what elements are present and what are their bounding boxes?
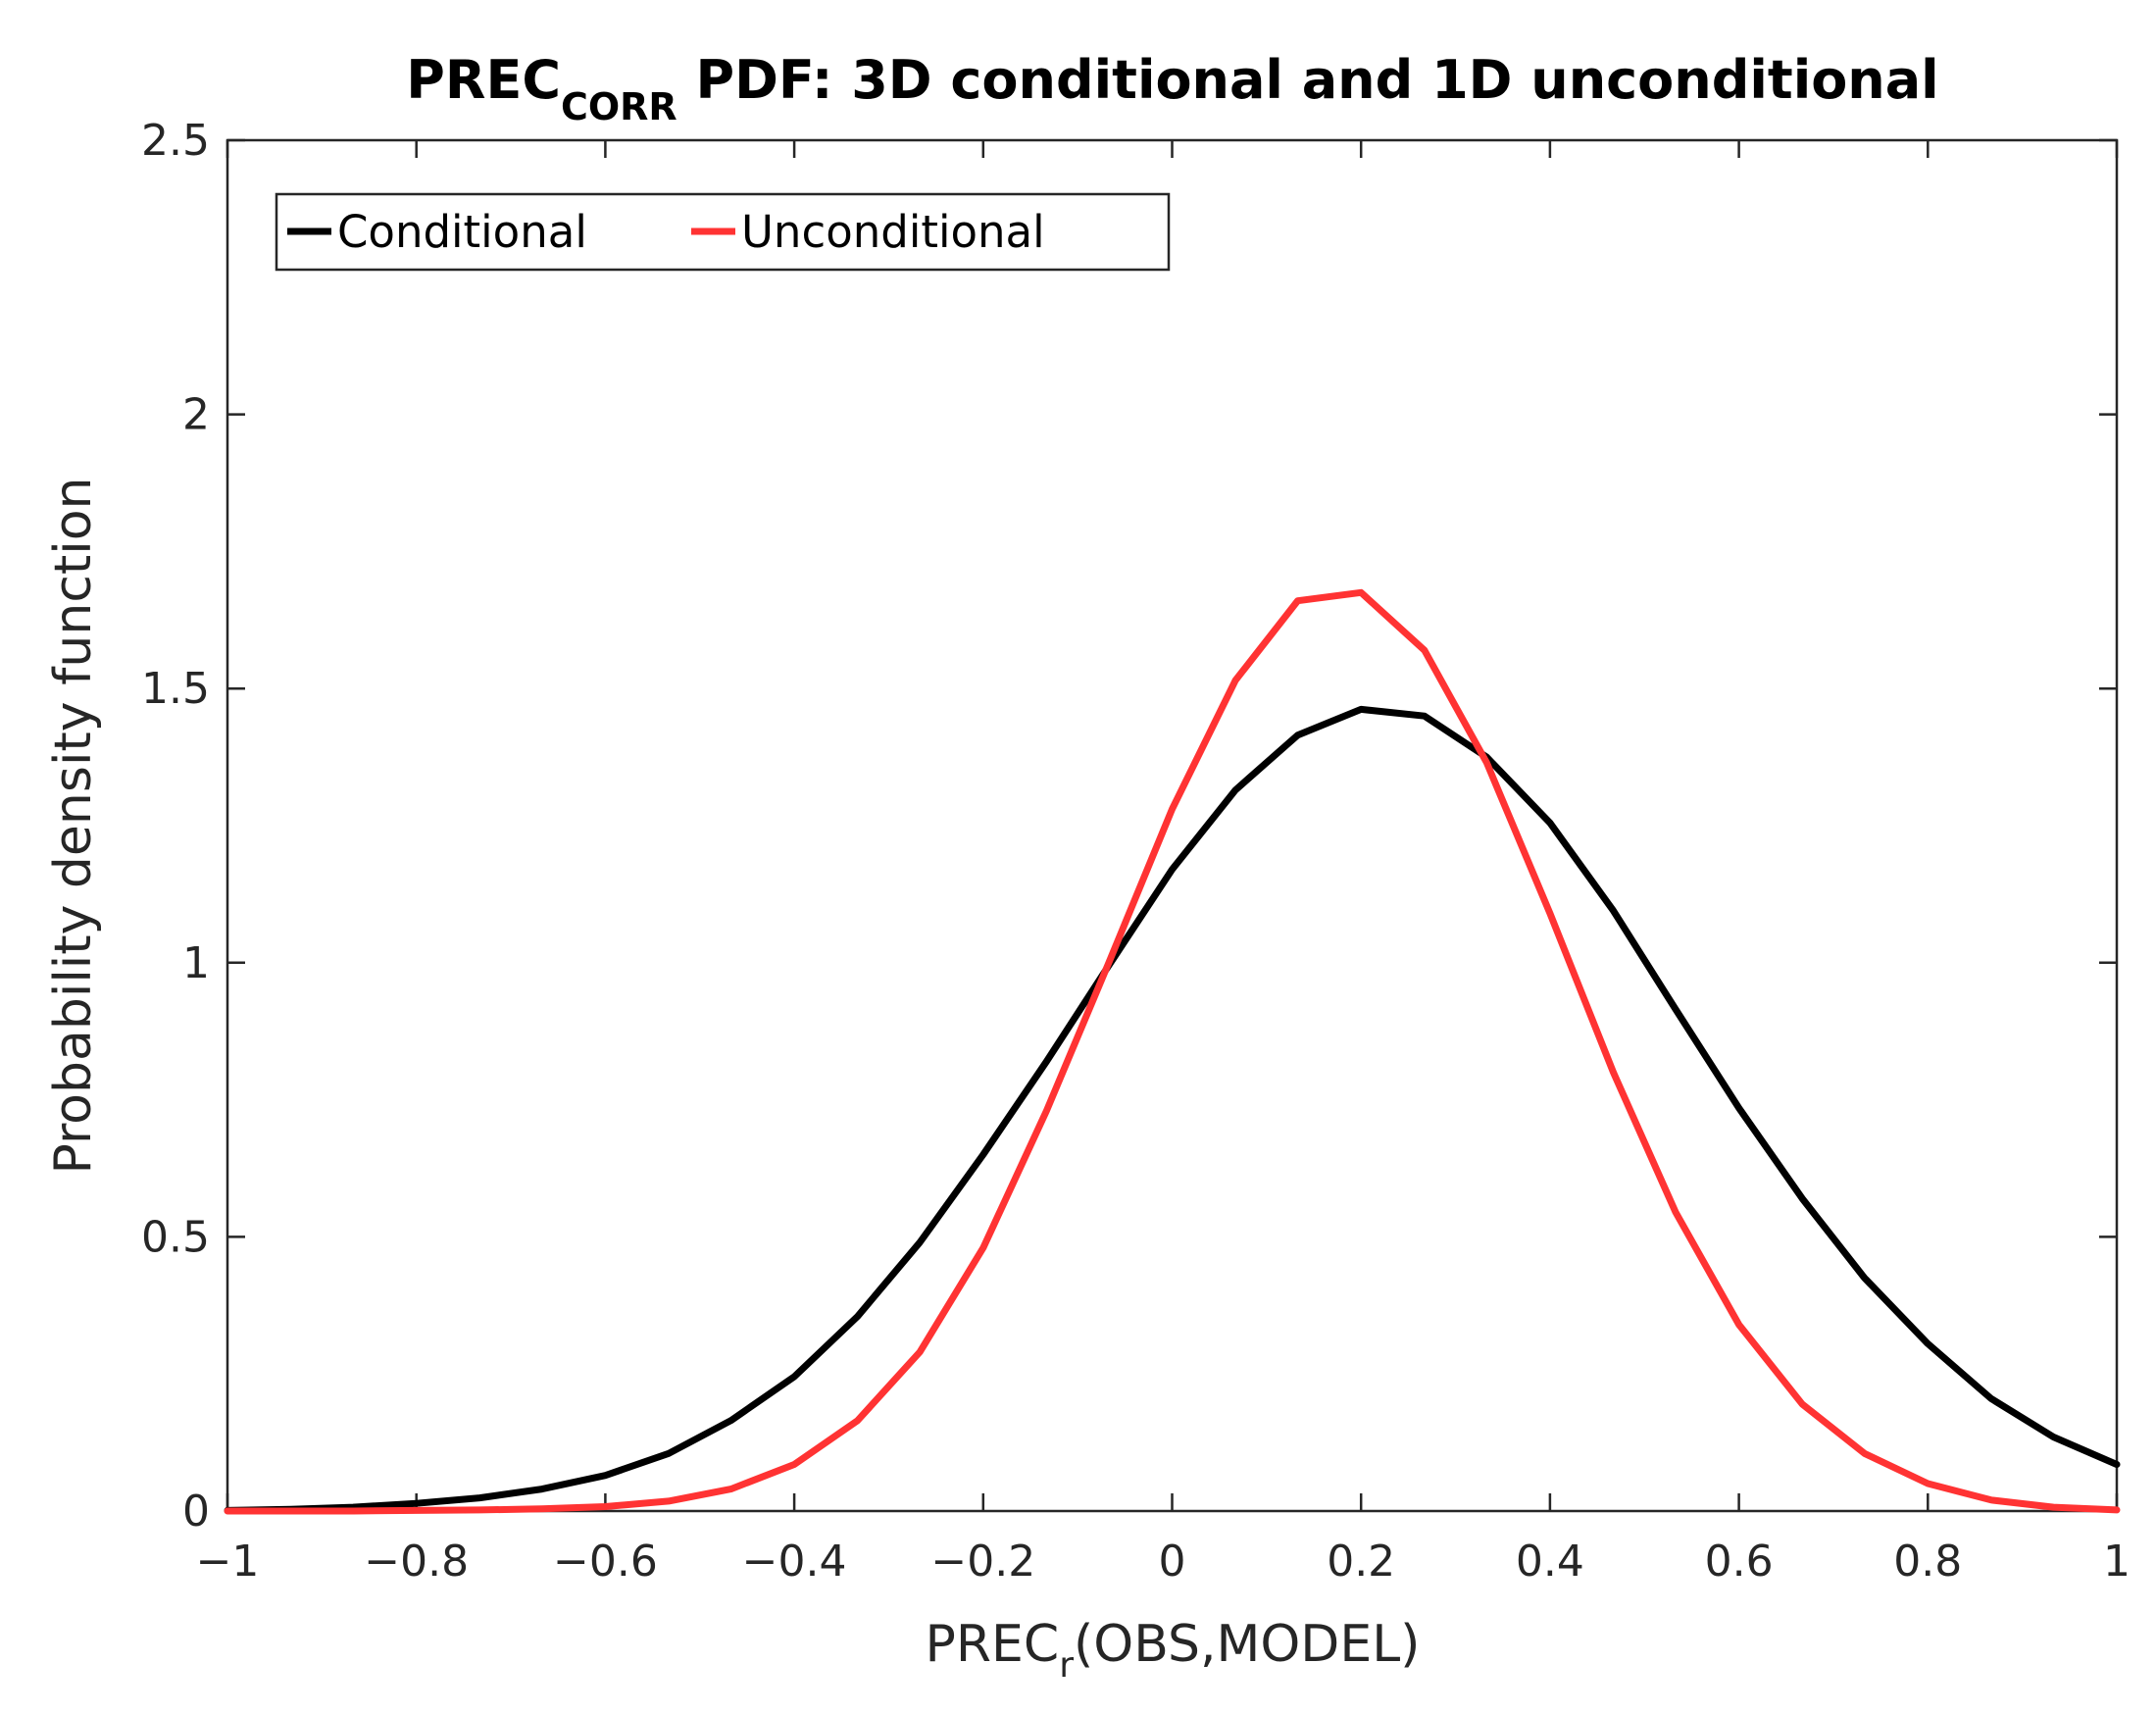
y-tick-label: 1.5 <box>141 664 210 714</box>
series-line-unconditional <box>224 588 2121 1515</box>
x-axis-label-rest: (OBS,MODEL) <box>1074 1615 1420 1674</box>
x-tick-label: −0.4 <box>742 1537 847 1587</box>
y-tick-label: 2 <box>182 390 210 440</box>
x-tick-label: −1 <box>196 1537 260 1587</box>
x-tick-label: 0.8 <box>1893 1537 1962 1587</box>
x-axis-label: PRECr(OBS,MODEL) <box>926 1615 1421 1686</box>
x-tick-label: −0.6 <box>553 1537 658 1587</box>
chart-title-rest: PDF: 3D conditional and 1D unconditional <box>677 49 1939 111</box>
x-tick-label: 1 <box>2103 1537 2131 1587</box>
x-tick-label: 0.2 <box>1327 1537 1395 1587</box>
legend: Conditional Unconditional <box>275 192 1171 272</box>
x-tick-label: 0.4 <box>1516 1537 1584 1587</box>
x-tick-label: −0.2 <box>930 1537 1035 1587</box>
x-tick-label: −0.8 <box>364 1537 469 1587</box>
x-axis-label-subscript: r <box>1059 1645 1074 1686</box>
y-axis-label: Probability density function <box>44 477 103 1174</box>
y-tick-label: 0.5 <box>141 1212 210 1262</box>
x-axis-label-main: PREC <box>926 1615 1060 1674</box>
chart-title-main: PREC <box>406 49 561 111</box>
y-tick-label: 1 <box>182 938 210 988</box>
chart-title-subscript: CORR <box>561 85 677 128</box>
series-layer <box>224 588 2121 1515</box>
legend-label-conditional: Conditional <box>337 206 587 258</box>
y-axis-ticks: 0 0.5 1 1.5 2 2.5 <box>141 116 2117 1537</box>
chart-title: PRECCORR PDF: 3D conditional and 1D unco… <box>406 49 1938 128</box>
x-tick-label: 0.6 <box>1705 1537 1774 1587</box>
y-tick-label: 0 <box>182 1487 210 1537</box>
y-tick-label: 2.5 <box>141 116 210 166</box>
x-tick-label: 0 <box>1159 1537 1186 1587</box>
legend-label-unconditional: Unconditional <box>741 206 1045 258</box>
plot-area <box>226 138 2119 1513</box>
series-line-conditional <box>224 705 2121 1514</box>
x-axis-ticks: −1 −0.8 −0.6 −0.4 −0.2 0 0.2 0.4 0.6 0.8 1 <box>196 140 2131 1587</box>
